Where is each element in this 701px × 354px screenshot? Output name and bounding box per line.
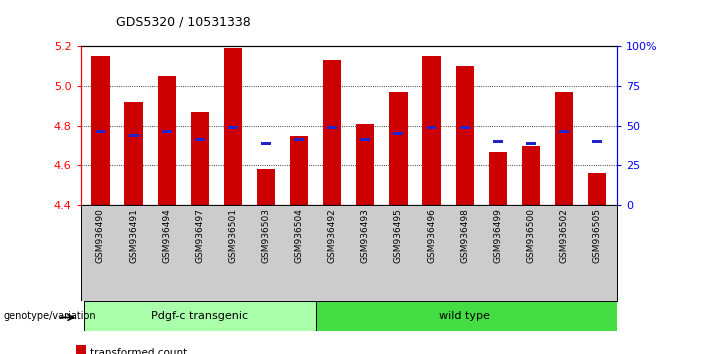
Bar (158, 76, 176, 205)
Bar (360, 138, 370, 141)
Bar (224, 48, 242, 205)
Bar (257, 170, 275, 205)
Bar (489, 152, 507, 205)
Bar (592, 140, 602, 143)
Text: GSM936501: GSM936501 (229, 208, 238, 263)
Bar (423, 56, 441, 205)
Text: transformed count: transformed count (90, 348, 188, 354)
Bar (315, 301, 630, 331)
Bar (526, 142, 536, 145)
Bar (76, 345, 86, 354)
Bar (323, 60, 341, 205)
Bar (125, 102, 143, 205)
Text: GSM936502: GSM936502 (559, 208, 569, 263)
Text: genotype/variation: genotype/variation (4, 311, 96, 321)
Text: wild type: wild type (439, 311, 490, 321)
Text: GSM936503: GSM936503 (261, 208, 271, 263)
Bar (290, 136, 308, 205)
Bar (195, 138, 205, 141)
Bar (393, 132, 403, 135)
Bar (95, 130, 105, 133)
Bar (588, 173, 606, 205)
Bar (84, 301, 315, 331)
Bar (389, 92, 407, 205)
Bar (91, 56, 109, 205)
Bar (128, 134, 139, 137)
Text: GSM936499: GSM936499 (494, 208, 502, 263)
Text: GSM936500: GSM936500 (526, 208, 536, 263)
Text: Pdgf-c transgenic: Pdgf-c transgenic (151, 311, 248, 321)
Text: GSM936490: GSM936490 (96, 208, 105, 263)
Bar (356, 124, 374, 205)
Text: GSM936505: GSM936505 (592, 208, 601, 263)
Text: GSM936504: GSM936504 (294, 208, 304, 263)
Bar (493, 140, 503, 143)
Text: GDS5320 / 10531338: GDS5320 / 10531338 (116, 15, 250, 28)
Text: GSM936494: GSM936494 (162, 208, 171, 263)
Bar (559, 130, 569, 133)
Bar (456, 66, 474, 205)
Text: GSM936496: GSM936496 (427, 208, 436, 263)
Text: GSM936497: GSM936497 (196, 208, 204, 263)
Bar (162, 130, 172, 133)
Text: GSM936492: GSM936492 (327, 208, 336, 263)
Bar (327, 126, 337, 129)
Bar (294, 138, 304, 141)
Bar (460, 126, 470, 129)
Bar (554, 92, 573, 205)
Bar (522, 145, 540, 205)
Text: GSM936491: GSM936491 (129, 208, 138, 263)
Text: GSM936498: GSM936498 (460, 208, 469, 263)
Text: GSM936493: GSM936493 (361, 208, 370, 263)
Bar (191, 112, 209, 205)
Bar (228, 126, 238, 129)
Bar (261, 142, 271, 145)
Text: GSM936495: GSM936495 (394, 208, 403, 263)
Bar (426, 126, 437, 129)
